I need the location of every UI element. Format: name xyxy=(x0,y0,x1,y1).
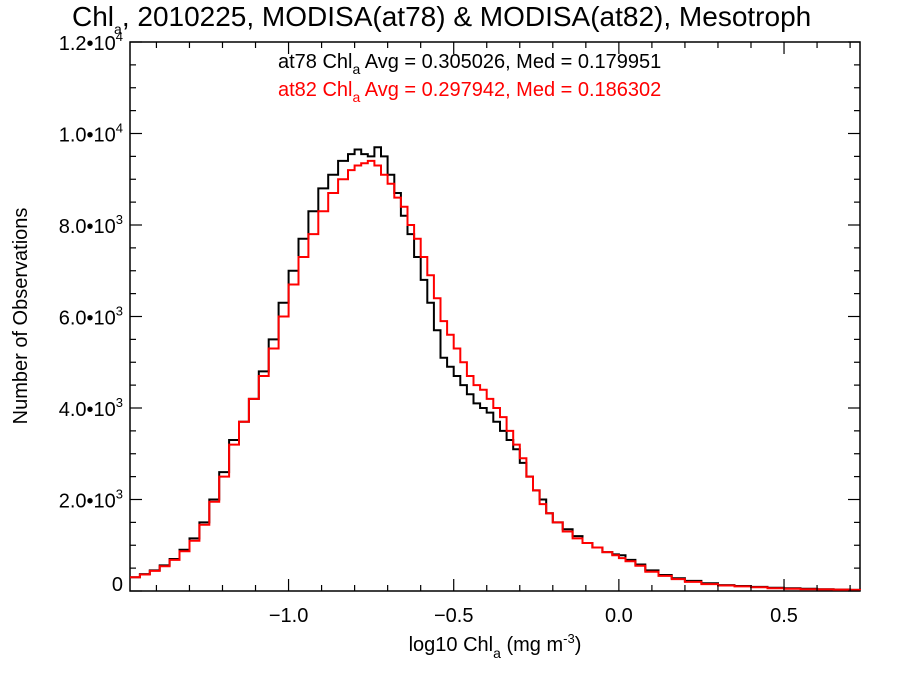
y-tick-label-1: 2.0•103 xyxy=(59,487,123,513)
y-tick-label-3: 6.0•103 xyxy=(59,304,123,330)
x-tick-label-3: 0.5 xyxy=(770,605,798,627)
chart-title-prefix: Chl xyxy=(72,1,114,32)
y-tick-labels: 0 2.0•103 4.0•103 6.0•103 8.0•103 1.0•10… xyxy=(59,29,123,596)
chart-title-sub: a xyxy=(114,21,122,37)
y-tick-label-2: 4.0•103 xyxy=(59,395,123,421)
x-tick-label-0: −1.0 xyxy=(269,605,308,627)
tick-layer xyxy=(130,41,860,592)
chart-title-suffix: , 2010225, MODISA(at78) & MODISA(at82), … xyxy=(122,1,811,32)
plot-frame xyxy=(129,41,861,592)
y-tick-label-6: 1.2•104 xyxy=(59,29,123,55)
annotation-at82: at82 Chla Avg = 0.297942, Med = 0.186302 xyxy=(278,79,661,105)
y-tick-label-4: 8.0•103 xyxy=(59,212,123,238)
chart-title: Chla, 2010225, MODISA(at78) & MODISA(at8… xyxy=(72,1,811,37)
y-tick-label-5: 1.0•104 xyxy=(59,121,123,147)
y-axis-title: Number of Observations xyxy=(10,208,32,425)
y-tick-label-0: 0 xyxy=(112,574,123,596)
x-tick-label-1: −0.5 xyxy=(434,605,473,627)
annotation-at78: at78 Chla Avg = 0.305026, Med = 0.179951 xyxy=(278,51,661,77)
x-tick-label-2: 0.0 xyxy=(605,605,633,627)
x-axis-title: log10 Chla (mg m-3) xyxy=(409,631,582,661)
series-line-0 xyxy=(130,146,861,591)
series-line-1 xyxy=(130,159,861,591)
x-tick-labels: −1.0 −0.5 0.0 0.5 xyxy=(269,605,798,627)
series-layer xyxy=(130,146,861,591)
